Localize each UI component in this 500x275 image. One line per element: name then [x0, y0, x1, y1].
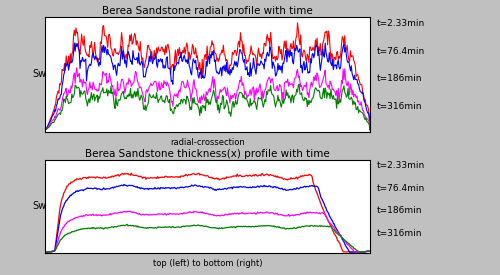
Text: t=316min: t=316min — [376, 229, 422, 238]
X-axis label: radial-crossection: radial-crossection — [170, 138, 245, 147]
Text: t=76.4min: t=76.4min — [376, 184, 425, 193]
Text: t=76.4min: t=76.4min — [376, 46, 425, 56]
Y-axis label: Sw: Sw — [32, 201, 46, 211]
Text: t=2.33min: t=2.33min — [376, 161, 425, 170]
Y-axis label: Sw: Sw — [32, 69, 46, 79]
Text: t=2.33min: t=2.33min — [376, 19, 425, 28]
X-axis label: top (left) to bottom (right): top (left) to bottom (right) — [153, 258, 262, 268]
Title: Berea Sandstone radial profile with time: Berea Sandstone radial profile with time — [102, 6, 313, 16]
Text: t=186min: t=186min — [376, 74, 422, 83]
Text: t=186min: t=186min — [376, 206, 422, 215]
Title: Berea Sandstone thickness(x) profile with time: Berea Sandstone thickness(x) profile wit… — [85, 149, 330, 159]
Text: t=316min: t=316min — [376, 102, 422, 111]
